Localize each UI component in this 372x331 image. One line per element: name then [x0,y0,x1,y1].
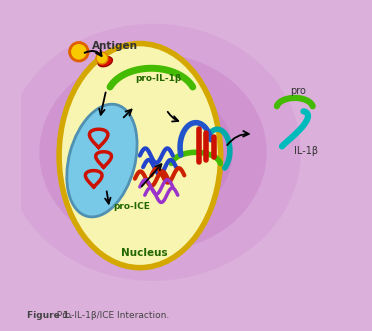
Ellipse shape [39,53,267,251]
Text: Pro-IL-1β/ICE Interaction.: Pro-IL-1β/ICE Interaction. [51,311,169,320]
Ellipse shape [5,24,301,281]
Circle shape [70,43,88,61]
Text: pro-IL-1β: pro-IL-1β [135,74,181,83]
Text: pro-ICE: pro-ICE [113,202,150,211]
Text: Nucleus: Nucleus [122,248,168,258]
Ellipse shape [67,104,137,217]
Text: Antigen: Antigen [92,41,138,51]
Ellipse shape [73,83,232,221]
Text: Figure 1.: Figure 1. [27,311,73,320]
Ellipse shape [98,57,112,67]
Ellipse shape [59,44,221,268]
Text: pro: pro [290,86,306,96]
Text: IL-1β: IL-1β [294,146,318,156]
Circle shape [96,52,108,64]
